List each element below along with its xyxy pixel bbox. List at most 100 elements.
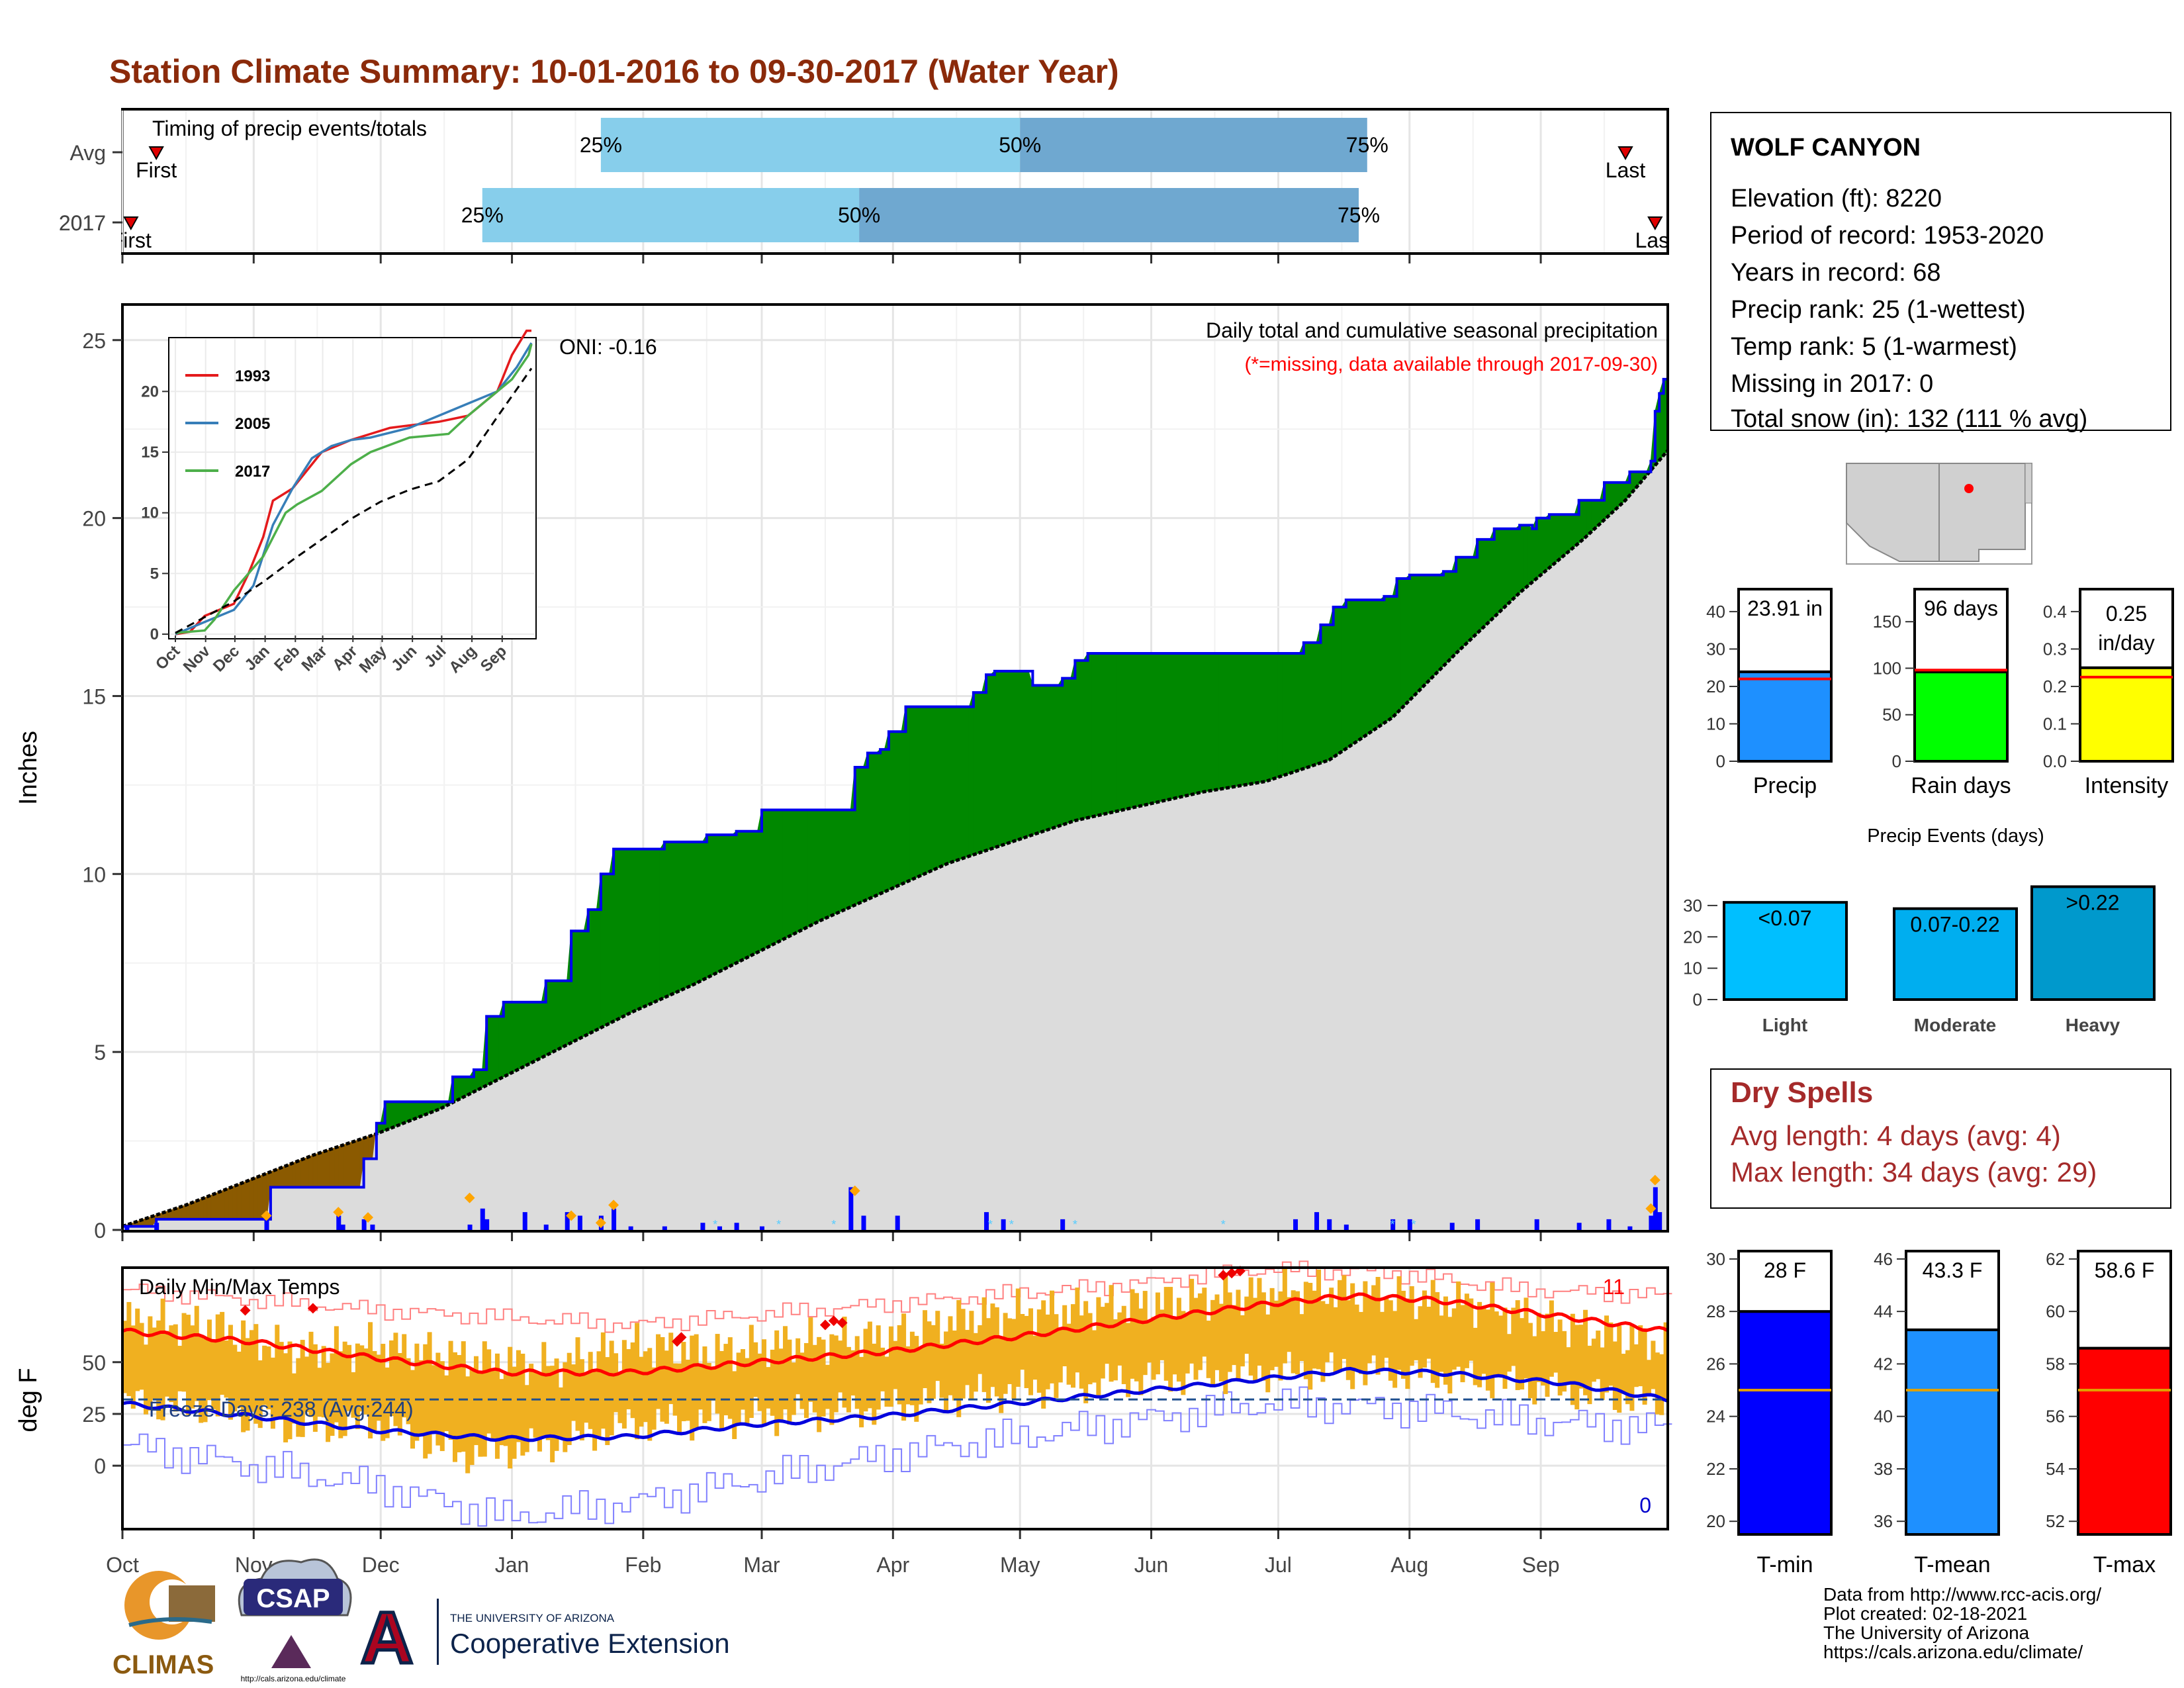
daily-temp-bar: [948, 1316, 953, 1395]
daily-temp-bar: [1274, 1300, 1279, 1367]
daily-temp-bar: [1244, 1296, 1250, 1354]
daily-precip-bar: [543, 1224, 549, 1230]
daily-temp-bar: [385, 1367, 390, 1438]
above-avg-segment: [1549, 514, 1554, 569]
daily-temp-bar: [355, 1343, 360, 1429]
above-avg-segment: [1015, 671, 1021, 841]
above-avg-segment: [1189, 653, 1195, 796]
inset-y-tick-label: 10: [141, 504, 159, 522]
above-avg-segment: [1295, 653, 1300, 773]
daily-temp-bar: [312, 1344, 318, 1432]
daily-temp-bar: [647, 1348, 653, 1441]
above-avg-segment: [715, 834, 720, 974]
daily-temp-bar: [584, 1372, 589, 1423]
month-label: Sep: [1522, 1553, 1560, 1577]
daily-temp-bar: [702, 1346, 707, 1423]
above-avg-segment: [1443, 571, 1448, 667]
daily-precip-bar: [1060, 1219, 1066, 1230]
above-avg-segment: [1024, 671, 1029, 839]
small-bar-y-tick-label: 0.1: [2043, 714, 2067, 733]
month-label: Aug: [1390, 1553, 1428, 1577]
daily-temp-bar: [1363, 1281, 1368, 1385]
daily-temp-bar: [817, 1336, 822, 1432]
daily-temp-bar: [126, 1301, 132, 1397]
above-avg-segment: [1095, 653, 1101, 817]
above-avg-segment: [1426, 575, 1432, 684]
daily-temp-bar: [1405, 1298, 1410, 1389]
precip-events-panel: Precip Events (days) <0.07 Light 0.07-0.22…: [1683, 825, 2156, 1035]
daily-temp-bar: [1612, 1341, 1617, 1410]
daily-temp-bar: [1024, 1315, 1029, 1389]
above-avg-segment: [723, 834, 729, 970]
daily-temp-bar: [469, 1368, 475, 1466]
daily-precip-bar: [1576, 1223, 1582, 1230]
below-avg-segment: [363, 1136, 369, 1159]
daily-temp-bar: [905, 1346, 911, 1405]
trace-marker: *: [988, 1218, 993, 1231]
above-avg-segment: [1345, 599, 1351, 749]
daily-temp-bar: [1663, 1322, 1668, 1399]
daily-temp-bar: [694, 1334, 699, 1428]
daily-temp-bar: [1257, 1278, 1262, 1366]
above-avg-segment: [1519, 524, 1524, 594]
daily-temp-bar: [1473, 1327, 1478, 1385]
snow-marker: [566, 1210, 577, 1221]
daily-temp-bar: [1418, 1306, 1423, 1378]
daily-temp-bar: [473, 1356, 478, 1446]
below-avg-segment: [346, 1142, 351, 1188]
above-avg-segment: [494, 1015, 500, 1082]
daily-precip-bar: [1407, 1219, 1412, 1230]
above-avg-segment: [1523, 524, 1529, 590]
temp-panel: 0 25 50 deg F Daily Min/Max Temps 11 0 Fre…: [15, 1260, 1672, 1577]
record-max-line: [122, 1260, 1672, 1333]
daily-temp-bar: [211, 1338, 216, 1409]
below-avg-segment: [308, 1154, 314, 1188]
above-avg-segment: [876, 749, 881, 896]
above-avg-segment: [706, 834, 711, 979]
above-avg-segment: [1557, 514, 1563, 562]
trace-marker: *: [713, 1218, 717, 1231]
daily-temp-bar: [418, 1360, 424, 1436]
month-label: Mar: [743, 1553, 780, 1577]
small-bar-label-box: [1737, 1250, 1833, 1313]
above-avg-segment: [1358, 599, 1363, 741]
csap-logo-text: CSAP: [256, 1584, 330, 1613]
daily-temp-bar: [1655, 1352, 1660, 1415]
daily-temp-bar: [1269, 1288, 1275, 1370]
above-avg-segment: [1502, 528, 1508, 610]
ua-logo-big-text: Cooperative Extension: [450, 1628, 730, 1659]
above-avg-segment: [1298, 642, 1304, 771]
daily-temp-bar: [1232, 1305, 1237, 1366]
above-avg-segment: [956, 706, 962, 861]
daily-temp-bar: [859, 1356, 864, 1428]
daily-temp-bar: [592, 1372, 598, 1451]
daily-temp-bar: [164, 1331, 169, 1397]
above-avg-segment: [1227, 653, 1232, 788]
daily-temp-bar: [1295, 1291, 1300, 1375]
below-avg-segment: [245, 1179, 250, 1220]
above-avg-segment: [985, 674, 991, 851]
daily-temp-bar: [1392, 1311, 1398, 1388]
above-avg-segment: [1282, 653, 1287, 776]
daily-temp-bar: [660, 1336, 665, 1422]
station-info-frame: [1710, 112, 2171, 431]
above-avg-segment: [1269, 653, 1275, 781]
daily-temp-bar: [529, 1364, 534, 1429]
above-avg-segment: [943, 706, 948, 866]
record-high-marker: [672, 1336, 683, 1347]
daily-temp-bar: [321, 1346, 326, 1418]
above-avg-segment: [1248, 653, 1253, 785]
small-bar-label-box: [1905, 1250, 2000, 1331]
daily-temp-bar: [803, 1342, 809, 1419]
temp-frame: [121, 1266, 1669, 1530]
above-avg-segment: [533, 1002, 538, 1063]
above-avg-segment: [1485, 539, 1490, 626]
daily-temp-bar: [842, 1317, 847, 1408]
daily-temp-bar: [939, 1343, 944, 1398]
small-bar-y-tick-label: 0.2: [2043, 677, 2067, 696]
above-avg-segment: [680, 841, 686, 991]
record-high-marker: [676, 1332, 687, 1343]
daily-temp-bar: [494, 1353, 500, 1459]
daily-temp-bar: [757, 1353, 762, 1411]
below-avg-segment: [338, 1145, 343, 1188]
